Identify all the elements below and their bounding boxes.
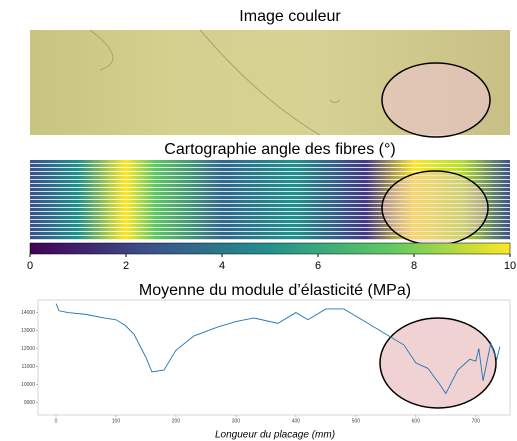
highlight-ellipse	[379, 317, 497, 409]
x-axis-label: Longueur du placage (mm)	[215, 430, 335, 441]
map-title: Cartographie angle des fibres (°)	[164, 141, 395, 158]
colorbar-tick-label: 2	[123, 260, 129, 272]
colorbar-tick-label: 8	[411, 260, 417, 272]
y-tick-label: 12000	[21, 346, 35, 352]
plot-frame	[37, 299, 511, 416]
colorbar	[29, 242, 511, 255]
x-tick-label: 700	[472, 418, 481, 424]
highlight-ellipse	[381, 170, 489, 246]
y-tick-label: 11000	[21, 364, 35, 370]
x-tick-label: 400	[292, 418, 301, 424]
colorbar-tick-label: 6	[315, 260, 321, 272]
image-title: Image couleur	[239, 8, 341, 25]
x-tick-label: 600	[412, 418, 421, 424]
x-tick-label: 0	[55, 418, 58, 424]
y-tick-label: 9000	[24, 400, 35, 406]
y-tick-label: 14000	[21, 310, 35, 316]
x-tick-label: 500	[352, 418, 361, 424]
colorbar-tick-label: 4	[219, 260, 225, 272]
line-title: Moyenne du module d’élasticité (MPa)	[139, 282, 411, 299]
x-tick-label: 200	[172, 418, 181, 424]
highlight-ellipse	[381, 62, 491, 138]
x-tick-label: 100	[112, 418, 121, 424]
colorbar-tick-label: 10	[504, 260, 516, 272]
y-tick-label: 13000	[21, 328, 35, 334]
data-line	[55, 303, 501, 395]
wood-grain	[89, 29, 341, 136]
x-tick-label: 300	[232, 418, 241, 424]
y-tick-label: 10000	[21, 382, 35, 388]
fiber-stripes	[30, 160, 510, 240]
colorbar-tick-label: 0	[27, 260, 33, 272]
